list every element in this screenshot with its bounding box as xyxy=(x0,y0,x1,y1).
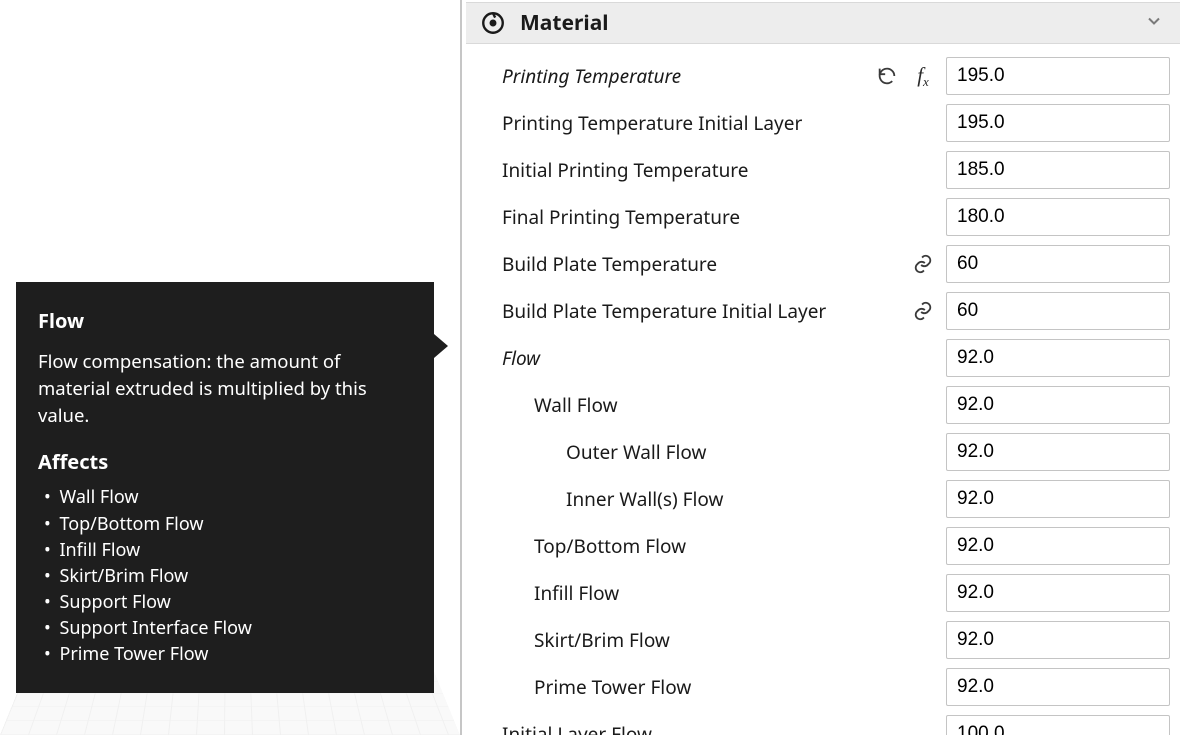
setting-label: Wall Flow xyxy=(502,392,934,418)
setting-input-wrap: °C xyxy=(946,57,1170,95)
setting-row: Skirt/Brim Flow% xyxy=(502,616,1170,663)
setting-label: Flow xyxy=(502,345,934,371)
setting-input-wrap: °C xyxy=(946,245,1170,283)
setting-input-wrap: % xyxy=(946,433,1170,471)
setting-label: Final Printing Temperature xyxy=(502,204,934,230)
setting-row: Flow% xyxy=(502,334,1170,381)
setting-input[interactable] xyxy=(947,65,1184,87)
setting-row: Prime Tower Flow% xyxy=(502,663,1170,710)
setting-row: Build Plate Temperature °C xyxy=(502,240,1170,287)
tooltip-affects-item: Infill Flow xyxy=(60,537,410,563)
setting-input[interactable] xyxy=(947,535,1184,557)
tooltip-affects-item: Skirt/Brim Flow xyxy=(60,563,410,589)
setting-input-wrap: % xyxy=(946,668,1170,706)
setting-input[interactable] xyxy=(947,441,1184,463)
setting-label: Outer Wall Flow xyxy=(502,439,934,465)
setting-icons xyxy=(912,253,946,275)
setting-input[interactable] xyxy=(947,300,1184,322)
setting-input-wrap: °C xyxy=(946,151,1170,189)
setting-input[interactable] xyxy=(947,253,1184,275)
setting-input[interactable] xyxy=(947,112,1184,134)
setting-row: Build Plate Temperature Initial Layer °C xyxy=(502,287,1170,334)
setting-row: Infill Flow% xyxy=(502,569,1170,616)
setting-input[interactable] xyxy=(947,347,1184,369)
tooltip-affects-item: Support Interface Flow xyxy=(60,615,410,641)
setting-input[interactable] xyxy=(947,582,1184,604)
setting-row: Initial Layer Flow% xyxy=(502,710,1170,735)
setting-input-wrap: °C xyxy=(946,104,1170,142)
setting-input[interactable] xyxy=(947,488,1184,510)
setting-row: Printing Temperature fx °C xyxy=(502,52,1170,99)
setting-label: Build Plate Temperature xyxy=(502,251,912,277)
setting-input[interactable] xyxy=(947,629,1184,651)
material-icon xyxy=(476,10,510,36)
setting-label: Initial Layer Flow xyxy=(502,721,934,735)
setting-label: Top/Bottom Flow xyxy=(502,533,934,559)
setting-tooltip: Flow Flow compensation: the amount of ma… xyxy=(16,282,434,693)
link-icon[interactable] xyxy=(912,253,934,275)
setting-input[interactable] xyxy=(947,159,1184,181)
tooltip-affects-label: Affects xyxy=(38,447,410,476)
setting-label: Prime Tower Flow xyxy=(502,674,934,700)
tooltip-affects-item: Support Flow xyxy=(60,589,410,615)
section-title: Material xyxy=(520,9,1144,37)
setting-icons xyxy=(912,300,946,322)
setting-label: Skirt/Brim Flow xyxy=(502,627,934,653)
setting-label: Inner Wall(s) Flow xyxy=(502,486,934,512)
setting-label: Printing Temperature Initial Layer xyxy=(502,110,934,136)
tooltip-title: Flow xyxy=(38,306,410,335)
reset-icon[interactable] xyxy=(876,65,898,87)
link-icon[interactable] xyxy=(912,300,934,322)
setting-input-wrap: % xyxy=(946,386,1170,424)
setting-input[interactable] xyxy=(947,394,1184,416)
setting-label: Printing Temperature xyxy=(502,63,876,89)
setting-input-wrap: % xyxy=(946,621,1170,659)
viewport-pane: Flow Flow compensation: the amount of ma… xyxy=(0,0,460,735)
setting-icons: fx xyxy=(876,65,946,87)
chevron-down-icon xyxy=(1144,11,1164,36)
setting-row: Printing Temperature Initial Layer °C xyxy=(502,99,1170,146)
section-header-material[interactable]: Material xyxy=(466,2,1180,44)
tooltip-affects-item: Top/Bottom Flow xyxy=(60,511,410,537)
settings-pane: Material Printing Temperaturefx°CPrintin… xyxy=(462,0,1184,735)
tooltip-affects-item: Wall Flow xyxy=(60,484,410,510)
setting-row: Top/Bottom Flow% xyxy=(502,522,1170,569)
settings-list: Printing Temperaturefx°CPrinting Tempera… xyxy=(462,44,1184,735)
setting-input-wrap: °C xyxy=(946,198,1170,236)
setting-row: Outer Wall Flow% xyxy=(502,428,1170,475)
setting-label: Build Plate Temperature Initial Layer xyxy=(502,298,912,324)
setting-input-wrap: % xyxy=(946,574,1170,612)
setting-input-wrap: °C xyxy=(946,292,1170,330)
setting-input-wrap: % xyxy=(946,527,1170,565)
setting-input-wrap: % xyxy=(946,480,1170,518)
setting-row: Inner Wall(s) Flow% xyxy=(502,475,1170,522)
setting-input[interactable] xyxy=(947,676,1184,698)
tooltip-affects-item: Prime Tower Flow xyxy=(60,641,410,667)
setting-input[interactable] xyxy=(947,723,1184,735)
tooltip-description: Flow compensation: the amount of materia… xyxy=(38,349,410,429)
setting-row: Final Printing Temperature °C xyxy=(502,193,1170,240)
formula-icon[interactable]: fx xyxy=(912,65,934,87)
setting-input[interactable] xyxy=(947,206,1184,228)
setting-row: Initial Printing Temperature °C xyxy=(502,146,1170,193)
setting-input-wrap: % xyxy=(946,715,1170,735)
setting-label: Infill Flow xyxy=(502,580,934,606)
tooltip-affects-list: Wall FlowTop/Bottom FlowInfill FlowSkirt… xyxy=(38,484,410,667)
setting-label: Initial Printing Temperature xyxy=(502,157,934,183)
setting-input-wrap: % xyxy=(946,339,1170,377)
setting-row: Wall Flow% xyxy=(502,381,1170,428)
